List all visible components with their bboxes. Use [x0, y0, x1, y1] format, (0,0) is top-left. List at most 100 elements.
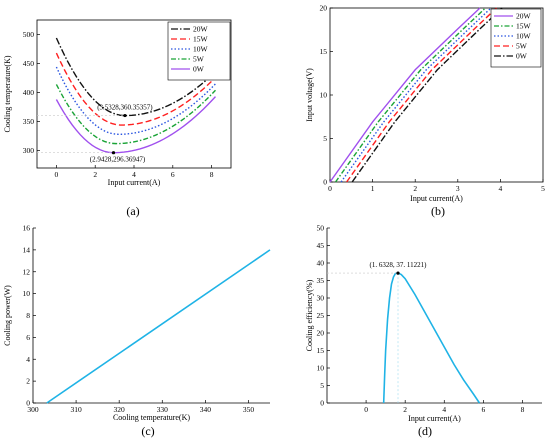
y-tick-label: 14	[23, 245, 31, 254]
x-axis-label: Input current(A)	[408, 414, 461, 423]
x-tick-label: 0	[328, 184, 332, 193]
y-axis-label: Cooling power(W)	[3, 285, 12, 346]
series-line-10w	[340, 7, 492, 183]
annotation-label: (3.5328,360.35357)	[97, 104, 153, 112]
x-tick-label: 3	[456, 184, 460, 193]
series-line-15w	[55, 52, 216, 126]
legend-entry: 20W	[193, 25, 209, 34]
y-tick-label: 500	[23, 30, 35, 39]
y-tick-label: 10	[317, 364, 325, 373]
x-tick-label: 340	[200, 405, 212, 414]
y-tick-label: 5	[320, 381, 324, 390]
y-tick-label: 350	[23, 117, 35, 126]
series-line-20w	[329, 7, 481, 183]
panel-label: (a)	[126, 204, 139, 218]
annotation-label: (2.9428,296.36947)	[90, 156, 146, 164]
x-tick-label: 1	[371, 184, 375, 193]
legend-entry: 0W	[193, 65, 205, 74]
legend-entry: 5W	[516, 42, 528, 51]
y-tick-label: 300	[23, 146, 35, 155]
x-tick-label: 330	[157, 405, 169, 414]
y-axis-label: Cooling temperature(K)	[3, 55, 12, 132]
x-axis-label: Input current(A)	[410, 194, 463, 203]
y-tick-label: 45	[317, 241, 325, 250]
y-tick-label: 10	[320, 91, 328, 100]
x-tick-label: 6	[171, 170, 175, 179]
legend-box	[167, 21, 231, 81]
panel-label: (b)	[431, 204, 445, 218]
y-tick-label: 4	[26, 355, 30, 364]
x-tick-label: 8	[521, 405, 525, 414]
panel-4: 0 2 4 6 8 0 5 10 15 20 25 30 35 40 45 50 Input current(A…	[305, 224, 542, 438]
legend-entry: 20W	[516, 12, 532, 21]
y-tick-label: 20	[317, 329, 325, 338]
y-tick-label: 400	[23, 88, 35, 97]
series-line-20w	[55, 37, 216, 117]
y-tick-label: 50	[317, 224, 325, 233]
x-tick-label: 300	[27, 405, 39, 414]
y-tick-label: 8	[26, 311, 30, 320]
y-tick-label: 25	[317, 311, 325, 320]
x-tick-label: 0	[55, 170, 59, 179]
series-line-5w	[55, 84, 216, 145]
y-tick-label: 0	[26, 399, 30, 408]
y-tick-label: 0	[323, 178, 327, 187]
y-tick-label: 16	[23, 224, 31, 233]
panel-1: 0 2 4 6 8 300 350 400 450 500 Input current(A) Cool…	[3, 19, 232, 218]
series-line-10w	[55, 66, 216, 136]
series-line-line-1	[46, 249, 271, 404]
x-tick-label: 350	[243, 405, 255, 414]
x-tick-label: 2	[403, 405, 407, 414]
y-tick-label: 450	[23, 59, 35, 68]
x-tick-label: 4	[442, 405, 446, 414]
annotation-label: (1. 6328, 37. 11221)	[370, 261, 428, 269]
annotation-point	[123, 113, 127, 118]
panel-3: 300 310 320 330 340 350 0 2 4 6 8 10 12 14 16 Cooling t…	[3, 224, 271, 438]
x-tick-label: 6	[481, 405, 485, 414]
x-tick-label: 8	[210, 170, 214, 179]
y-tick-label: 35	[317, 276, 325, 285]
y-tick-label: 20	[320, 4, 328, 13]
annotation-point	[111, 151, 116, 155]
panel-label: (d)	[418, 424, 432, 438]
series-line-15w	[334, 7, 486, 183]
series-line-0w	[351, 7, 503, 183]
x-tick-label: 320	[114, 405, 126, 414]
x-tick-label: 2	[93, 170, 97, 179]
y-tick-label: 0	[320, 399, 324, 408]
y-tick-label: 12	[23, 267, 31, 276]
x-tick-label: 2	[413, 184, 417, 193]
y-axis-label: Input voltage(V)	[305, 68, 314, 122]
y-tick-label: 10	[23, 289, 31, 298]
x-tick-label: 0	[364, 405, 368, 414]
annotation-point	[396, 271, 400, 275]
x-tick-label: 4	[132, 170, 136, 179]
series-line-0w	[55, 96, 216, 154]
y-tick-label: 15	[320, 47, 328, 56]
y-tick-label: 40	[317, 259, 325, 268]
y-tick-label: 6	[26, 333, 30, 342]
legend-entry: 10W	[193, 45, 209, 54]
legend-entry: 15W	[516, 22, 532, 31]
series-line-5w	[346, 7, 498, 183]
x-tick-label: 4	[499, 184, 503, 193]
x-tick-label: 5	[541, 184, 545, 193]
legend-box	[490, 8, 542, 68]
panel-label: (c)	[141, 424, 154, 438]
x-axis-label: Cooling temperature(K)	[113, 413, 190, 422]
y-axis-label: Cooling efficiency(%)	[305, 279, 314, 351]
series-line-line-1	[382, 272, 481, 404]
legend-entry: 5W	[193, 55, 205, 64]
y-tick-label: 15	[317, 346, 325, 355]
legend-entry: 0W	[516, 52, 528, 61]
panel-2: 0 1 2 3 4 5 0 5 10 15 20 Input current(A) Input volt…	[305, 4, 545, 218]
legend-entry: 10W	[516, 32, 532, 41]
x-axis-label: Input current(A)	[108, 178, 161, 187]
legend-entry: 15W	[193, 35, 209, 44]
y-tick-label: 5	[323, 134, 327, 143]
y-tick-label: 30	[317, 294, 325, 303]
y-tick-label: 2	[26, 377, 30, 386]
